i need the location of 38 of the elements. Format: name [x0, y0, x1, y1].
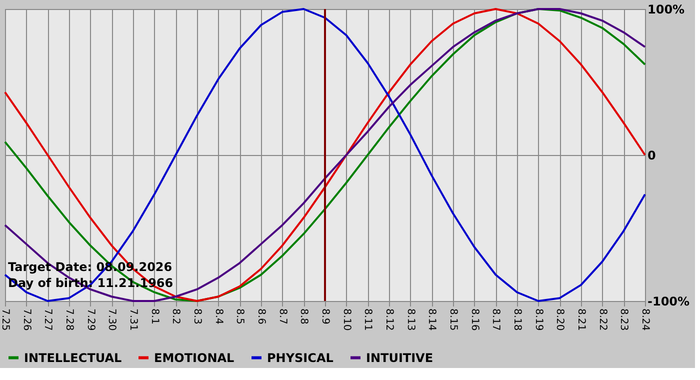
x-tick-label: 7.31 — [128, 308, 138, 331]
x-tick-label: 8.13 — [404, 308, 416, 331]
x-tick-label: 8.16 — [468, 308, 480, 331]
x-tick-label: 8.4 — [212, 308, 224, 324]
x-tick-label: 7.29 — [84, 308, 96, 331]
x-tick-label: 8.24 — [640, 308, 650, 331]
legend-label: EMOTIONAL — [154, 350, 235, 365]
x-tick-label: 7.28 — [64, 308, 74, 331]
y-tick-label: 0 — [648, 148, 656, 162]
x-tick-label: 8.19 — [532, 308, 544, 331]
y-tick-label: 100% — [648, 2, 685, 16]
x-tick-label: 8.12 — [384, 308, 394, 331]
x-tick-label: 8.1 — [148, 308, 160, 324]
x-tick-label: 8.18 — [512, 308, 522, 331]
x-tick-label: 7.25 — [0, 308, 10, 331]
x-tick-label: 8.3 — [192, 308, 202, 324]
x-tick-label: 7.26 — [20, 308, 32, 331]
x-tick-label: 7.30 — [106, 308, 118, 331]
x-tick-label: 8.2 — [170, 308, 182, 324]
x-tick-label: 8.23 — [618, 308, 630, 331]
x-tick-label: 8.11 — [362, 308, 374, 331]
x-tick-label: 8.7 — [276, 308, 288, 324]
legend-label: PHYSICAL — [267, 350, 334, 365]
x-tick-label: 7.27 — [42, 308, 54, 331]
x-tick-label: 8.10 — [340, 308, 352, 331]
y-tick-label: -100% — [648, 294, 690, 308]
x-tick-label: 8.6 — [256, 308, 266, 324]
x-tick-label: 8.9 — [320, 308, 330, 324]
x-tick-label: 8.15 — [448, 308, 458, 331]
x-tick-label: 8.5 — [234, 308, 246, 324]
x-tick-label: 8.14 — [426, 308, 438, 331]
x-tick-label: 8.21 — [576, 308, 586, 331]
x-tick-label: 8.17 — [490, 308, 502, 331]
x-tick-label: 8.8 — [298, 308, 310, 324]
x-tick-label: 8.22 — [596, 308, 608, 331]
legend-label: INTUITIVE — [366, 350, 434, 365]
legend-label: INTELLECTUAL — [24, 350, 122, 365]
x-tick-label: 8.20 — [554, 308, 566, 331]
